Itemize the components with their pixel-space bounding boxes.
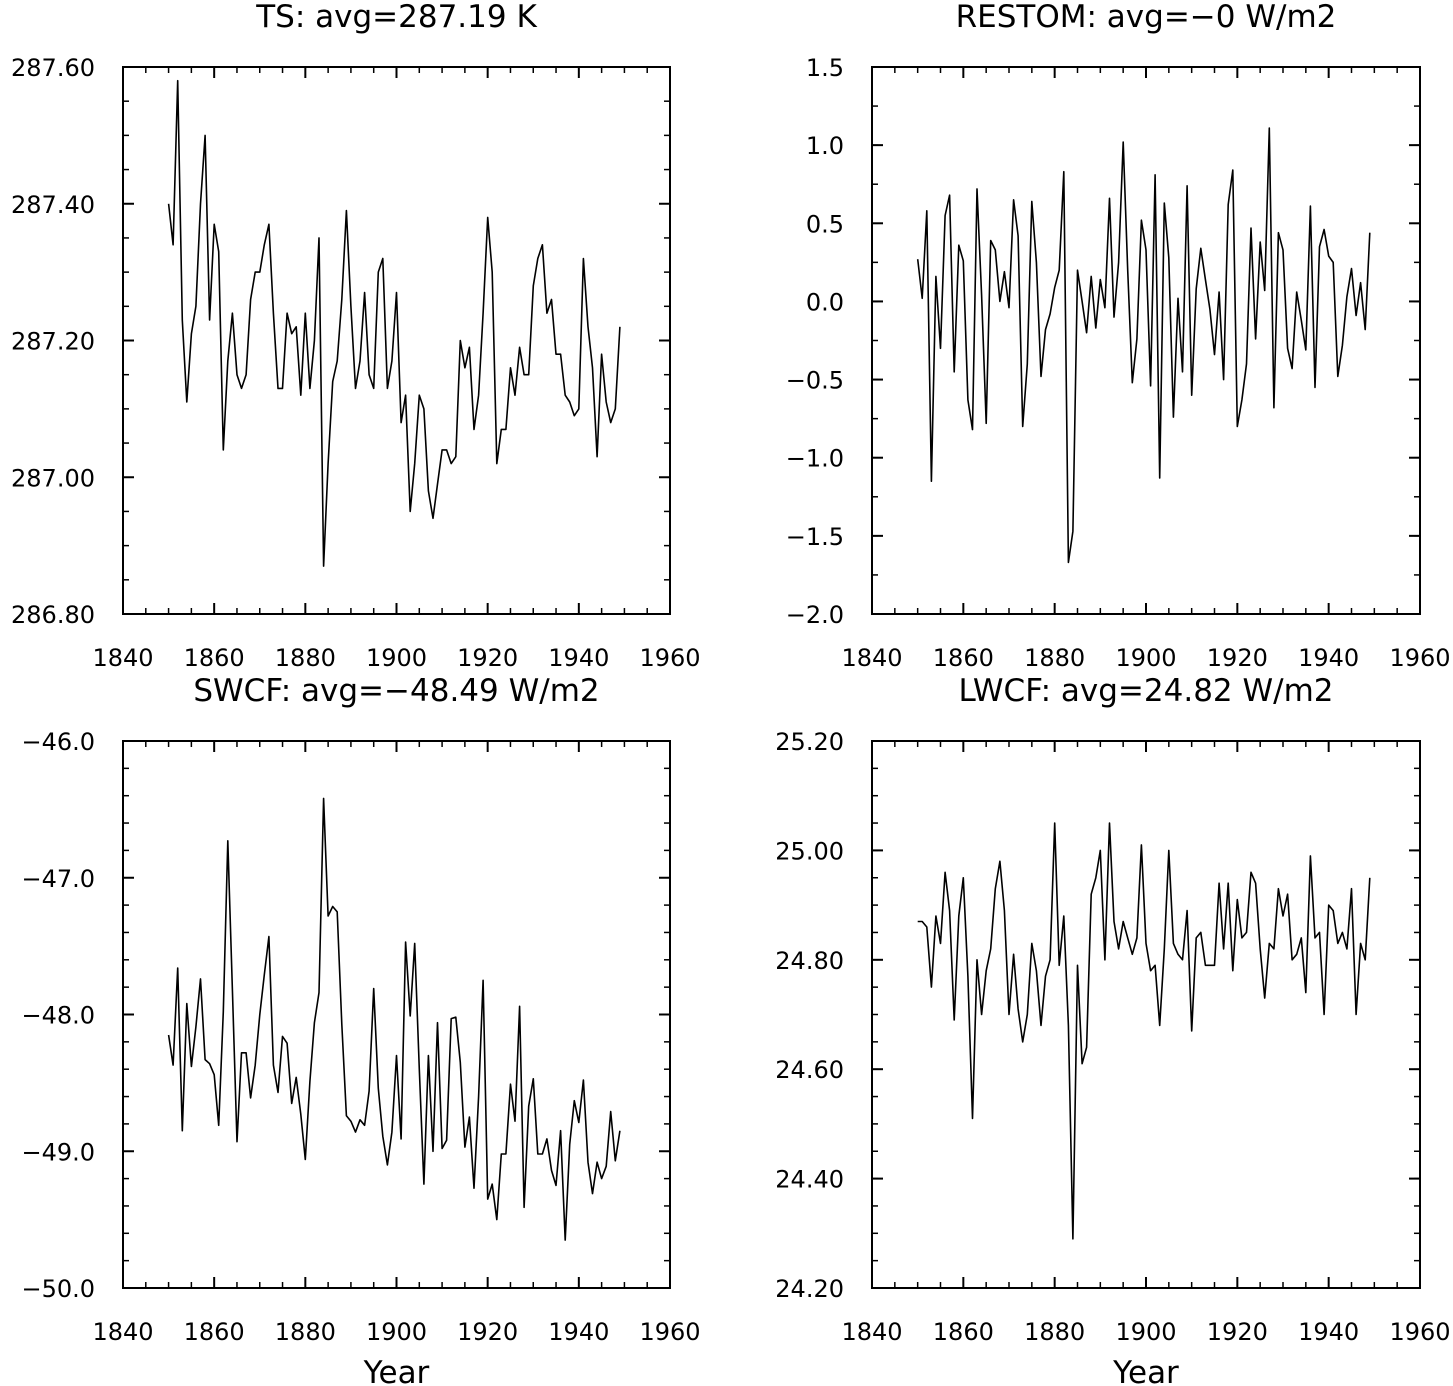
x-tick-label: 1960 — [639, 644, 700, 672]
x-tick-label: 1900 — [1115, 1318, 1176, 1346]
y-tick-label: 1.0 — [806, 132, 844, 160]
y-tick-label: −1.5 — [786, 523, 844, 551]
y-tick-label: 286.80 — [11, 601, 95, 629]
x-tick-label: 1940 — [548, 644, 609, 672]
y-tick-label: −1.0 — [786, 445, 844, 473]
y-tick-label: −0.5 — [786, 367, 844, 395]
x-tick-label: 1840 — [92, 644, 153, 672]
x-tick-label: 1960 — [639, 1318, 700, 1346]
x-tick-label: 1920 — [457, 1318, 518, 1346]
y-tick-label: 24.20 — [775, 1275, 844, 1303]
chart-title-ts: TS: avg=287.19 K — [255, 0, 537, 35]
y-tick-label: −2.0 — [786, 601, 844, 629]
chart-panel-swcf: SWCF: avg=−48.49 W/m2 1840 1860 1880 1900 192… — [21, 673, 700, 1386]
series-line-swcf — [167, 797, 621, 1241]
x-tick-label: 1880 — [275, 1318, 336, 1346]
y-tick-label: −48.0 — [21, 1002, 95, 1030]
y-tick-label: 24.80 — [775, 947, 844, 975]
x-tick-label: 1860 — [184, 1318, 245, 1346]
x-tick-label: 1900 — [366, 1318, 427, 1346]
y-tick-label: 1.5 — [806, 54, 844, 82]
plot-frame-restom — [871, 66, 1421, 615]
x-tick-label: 1900 — [366, 644, 427, 672]
x-tick-label: 1860 — [933, 1318, 994, 1346]
y-tick-label: −46.0 — [21, 728, 95, 756]
x-tick-label: 1940 — [1298, 644, 1359, 672]
x-tick-label: 1880 — [275, 644, 336, 672]
x-tick-label: 1940 — [1298, 1318, 1359, 1346]
y-tick-label: 287.40 — [11, 191, 95, 219]
chart-panel-restom: RESTOM: avg=−0 W/m2 1840 1860 1880 1900 1920 1… — [786, 0, 1451, 672]
series-line-restom — [916, 127, 1371, 564]
x-axis-label-swcf: Year — [363, 1355, 430, 1386]
chart-panel-ts: TS: avg=287.19 K 1840 1860 1880 1900 1920 1940… — [11, 0, 701, 672]
x-tick-label: 1880 — [1024, 1318, 1085, 1346]
chart-title-swcf: SWCF: avg=−48.49 W/m2 — [193, 673, 599, 709]
x-tick-label: 1960 — [1389, 644, 1450, 672]
x-tick-label: 1840 — [841, 644, 902, 672]
x-tick-label: 1960 — [1389, 1318, 1450, 1346]
x-tick-label: 1840 — [92, 1318, 153, 1346]
y-tick-label: 287.00 — [11, 464, 95, 492]
series-line-lwcf — [917, 822, 1371, 1240]
x-axis-label-lwcf: Year — [1112, 1355, 1179, 1386]
chart-panel-lwcf: LWCF: avg=24.82 W/m2 1840 1860 1880 1900 1920… — [775, 673, 1450, 1386]
x-tick-label: 1920 — [1207, 1318, 1268, 1346]
x-tick-label: 1880 — [1024, 644, 1085, 672]
y-tick-label: −50.0 — [21, 1275, 95, 1303]
y-tick-label: 25.20 — [775, 728, 844, 756]
x-tick-label: 1940 — [548, 1318, 609, 1346]
y-tick-label: 0.0 — [806, 288, 844, 316]
chart-title-lwcf: LWCF: avg=24.82 W/m2 — [958, 673, 1333, 709]
x-tick-label: 1920 — [457, 644, 518, 672]
x-tick-label: 1860 — [184, 644, 245, 672]
y-tick-label: 24.60 — [775, 1056, 844, 1084]
y-tick-label: −47.0 — [21, 865, 95, 893]
y-tick-label: 287.60 — [11, 54, 95, 82]
y-tick-label: 24.40 — [775, 1166, 844, 1194]
series-line-ts — [167, 79, 621, 567]
chart-title-restom: RESTOM: avg=−0 W/m2 — [956, 0, 1337, 35]
y-tick-label: 0.5 — [806, 210, 844, 238]
x-tick-label: 1920 — [1207, 644, 1268, 672]
plot-frame-swcf — [122, 740, 671, 1289]
x-tick-label: 1900 — [1115, 644, 1176, 672]
x-tick-label: 1860 — [933, 644, 994, 672]
y-tick-label: 287.20 — [11, 328, 95, 356]
y-tick-label: −49.0 — [21, 1138, 95, 1166]
y-tick-label: 25.00 — [775, 837, 844, 865]
x-tick-label: 1840 — [841, 1318, 902, 1346]
